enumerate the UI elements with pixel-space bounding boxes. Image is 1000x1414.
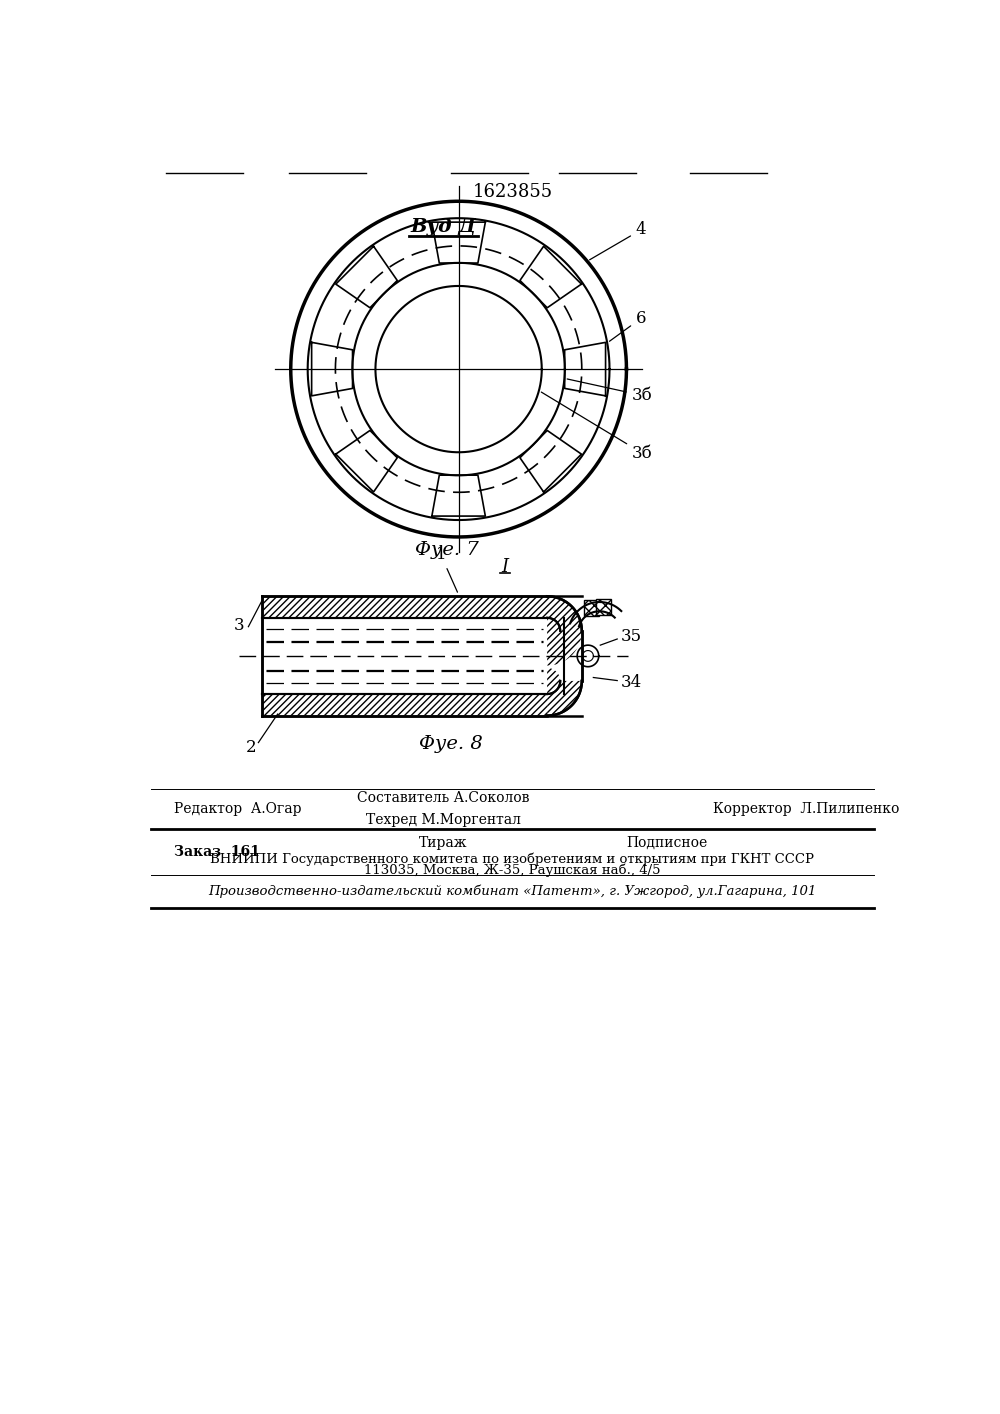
Text: Φуе. 7: Φуе. 7: [415, 542, 479, 559]
Text: 3: 3: [234, 617, 244, 633]
Text: 34: 34: [620, 674, 642, 691]
Polygon shape: [547, 618, 582, 715]
Text: 1: 1: [436, 546, 457, 592]
Text: Техред М.Моргентал: Техред М.Моргентал: [366, 813, 521, 827]
Text: Корректор  Л.Пилипенко: Корректор Л.Пилипенко: [713, 802, 899, 816]
Text: I: I: [501, 559, 508, 575]
Text: 4: 4: [590, 222, 646, 260]
Text: ВНИИПИ Государственного комитета по изобретениям и открытиям при ГКНТ СССР: ВНИИПИ Государственного комитета по изоб…: [210, 853, 814, 867]
Text: 35: 35: [620, 628, 641, 645]
Text: Φуе. 8: Φуе. 8: [419, 735, 483, 754]
Text: Заказ  161: Заказ 161: [174, 846, 260, 858]
Polygon shape: [584, 600, 599, 615]
Text: Производственно-издательский комбинат «Патент», г. Ужгород, ул.Гагарина, 101: Производственно-издательский комбинат «П…: [208, 885, 817, 898]
Text: 113035, Москва, Ж-35, Раушская наб., 4/5: 113035, Москва, Ж-35, Раушская наб., 4/5: [364, 864, 661, 877]
Text: Подписное: Подписное: [626, 836, 707, 850]
Text: 3б: 3б: [541, 392, 653, 461]
Polygon shape: [262, 682, 582, 715]
Polygon shape: [596, 600, 611, 615]
Text: 1623855: 1623855: [472, 182, 553, 201]
Text: Тираж: Тираж: [419, 836, 467, 850]
Text: Вуд Д: Вуд Д: [410, 218, 476, 236]
Text: 3б: 3б: [567, 379, 653, 404]
Polygon shape: [262, 597, 582, 631]
Text: 2: 2: [245, 740, 256, 756]
Text: Составитель А.Соколов: Составитель А.Соколов: [357, 790, 529, 805]
Text: Редактор  А.Огар: Редактор А.Огар: [174, 802, 301, 816]
Text: 6: 6: [609, 310, 646, 341]
